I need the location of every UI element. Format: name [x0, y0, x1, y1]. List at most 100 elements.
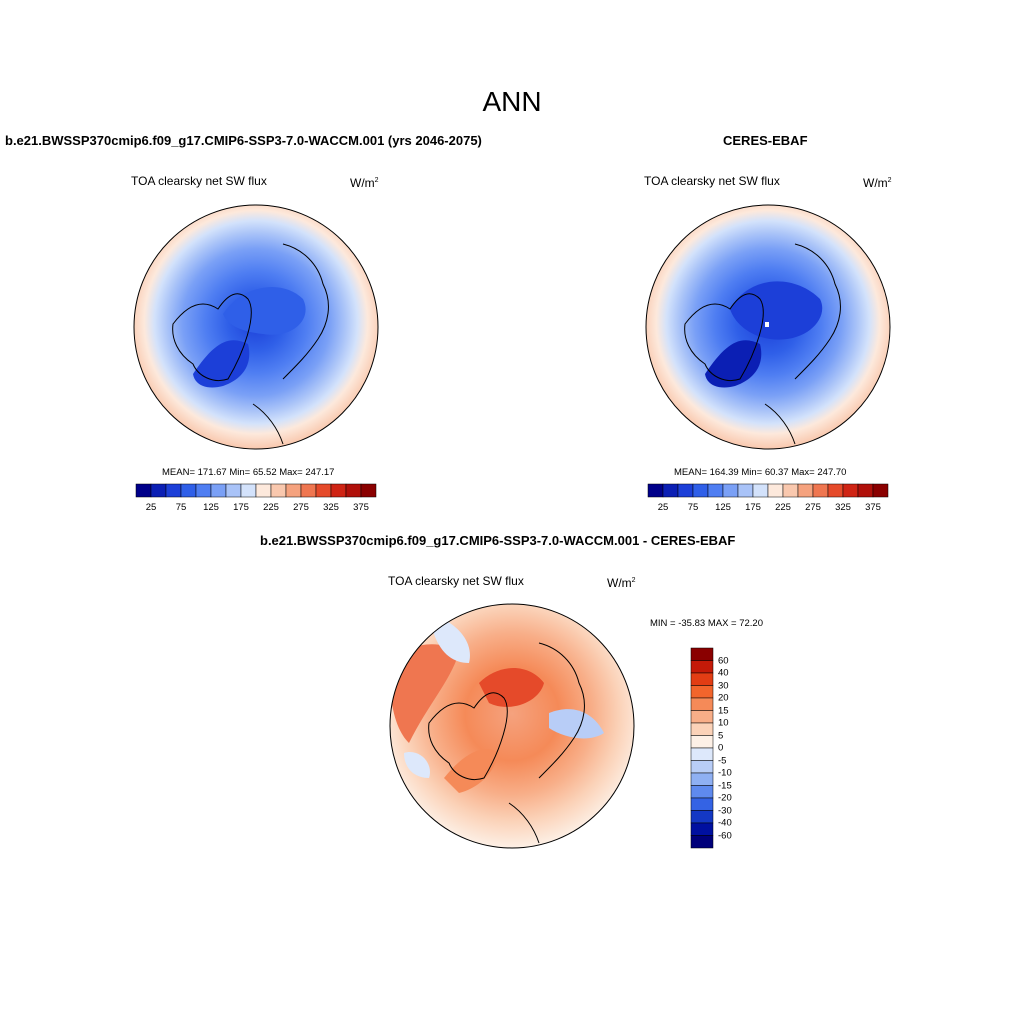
colorbar-swatch: [690, 747, 714, 761]
colorbar-swatch: [690, 685, 714, 699]
colorbar-swatch: [225, 483, 242, 498]
diff-colorbar-labels: 60 40 30 20 15 10 5 0 -5 -10 -15 -20 -30 -40 -60: [718, 648, 758, 848]
colorbar-swatch: [135, 483, 152, 498]
diff-units-label: W/m2: [607, 576, 636, 590]
colorbar-swatch: [240, 483, 257, 498]
colorbar-swatch: [195, 483, 212, 498]
colorbar-swatch: [782, 483, 799, 498]
colorbar-swatch: [827, 483, 844, 498]
colorbar-swatch: [690, 722, 714, 736]
colorbar-level-label: -20: [718, 792, 732, 804]
colorbar-level-label: 20: [718, 692, 729, 704]
colorbar-tick-label: 325: [835, 502, 851, 513]
colorbar-tick-label: 275: [293, 502, 309, 513]
colorbar-swatch: [690, 647, 714, 661]
colorbar-swatch: [165, 483, 182, 498]
colorbar-swatch: [270, 483, 287, 498]
colorbar-swatch: [180, 483, 197, 498]
obs-stats: MEAN= 164.39 Min= 60.37 Max= 247.70: [674, 467, 847, 478]
diff-polar-map: [389, 603, 635, 849]
colorbar-tick-label: 325: [323, 502, 339, 513]
obs-units-label: W/m2: [863, 176, 892, 190]
colorbar-level-label: 60: [718, 655, 729, 666]
colorbar-swatch: [842, 483, 859, 498]
colorbar-swatch: [767, 483, 784, 498]
colorbar-swatch: [737, 483, 754, 498]
model-colorbar: [135, 483, 377, 498]
colorbar-tick-label: 175: [233, 502, 249, 513]
colorbar-level-label: -60: [718, 830, 732, 841]
colorbar-swatch: [690, 735, 714, 749]
colorbar-swatch: [722, 483, 739, 498]
colorbar-tick-label: 375: [865, 502, 881, 513]
colorbar-swatch: [690, 760, 714, 774]
colorbar-tick-label: 275: [805, 502, 821, 513]
colorbar-tick-label: 125: [715, 502, 731, 513]
colorbar-swatch: [690, 772, 714, 786]
colorbar-tick-label: 175: [745, 502, 761, 513]
model-variable-label: TOA clearsky net SW flux: [131, 174, 267, 188]
obs-panel-title: CERES-EBAF: [723, 133, 808, 148]
colorbar-swatch: [690, 810, 714, 824]
diff-stats: MIN = -35.83 MAX = 72.20: [650, 618, 764, 629]
model-stats: MEAN= 171.67 Min= 65.52 Max= 247.17: [162, 467, 335, 478]
colorbar-tick-label: 225: [775, 502, 791, 513]
colorbar-swatch: [662, 483, 679, 498]
colorbar-swatch: [300, 483, 317, 498]
colorbar-swatch: [255, 483, 272, 498]
colorbar-swatch: [752, 483, 769, 498]
colorbar-swatch: [692, 483, 709, 498]
colorbar-swatch: [360, 483, 377, 498]
colorbar-swatch: [690, 797, 714, 811]
colorbar-swatch: [690, 660, 714, 674]
colorbar-level-label: -30: [718, 805, 732, 816]
colorbar-tick-label: 225: [263, 502, 279, 513]
colorbar-tick-label: 125: [203, 502, 219, 513]
colorbar-swatch: [872, 483, 889, 498]
colorbar-level-label: 40: [718, 667, 729, 679]
colorbar-level-label: 30: [718, 680, 729, 691]
colorbar-tick-label: 25: [145, 502, 157, 513]
colorbar-swatch: [690, 697, 714, 711]
diff-variable-label: TOA clearsky net SW flux: [388, 574, 524, 588]
obs-variable-label: TOA clearsky net SW flux: [644, 174, 780, 188]
model-colorbar-ticks: 25 75 125 175 225 275 325 375: [136, 502, 376, 516]
colorbar-tick-label: 25: [657, 502, 669, 513]
colorbar-swatch: [345, 483, 362, 498]
colorbar-swatch: [315, 483, 332, 498]
colorbar-swatch: [690, 710, 714, 724]
diff-colorbar: [690, 647, 714, 849]
colorbar-swatch: [857, 483, 874, 498]
model-units-label: W/m2: [350, 176, 379, 190]
colorbar-level-label: 15: [718, 705, 729, 716]
colorbar-swatch: [690, 785, 714, 799]
obs-colorbar: [647, 483, 889, 498]
colorbar-swatch: [707, 483, 724, 498]
obs-polar-map: [645, 204, 891, 450]
colorbar-level-label: 10: [718, 717, 729, 729]
obs-colorbar-ticks: 25 75 125 175 225 275 325 375: [648, 502, 888, 516]
colorbar-level-label: 0: [718, 742, 724, 754]
colorbar-swatch: [330, 483, 347, 498]
colorbar-swatch: [150, 483, 167, 498]
model-panel-title: b.e21.BWSSP370cmip6.f09_g17.CMIP6-SSP3-7…: [5, 133, 482, 148]
colorbar-tick-label: 75: [687, 502, 699, 513]
colorbar-level-label: 5: [718, 730, 724, 741]
colorbar-swatch: [812, 483, 829, 498]
model-polar-map: [133, 204, 379, 450]
colorbar-level-label: -40: [718, 817, 732, 829]
colorbar-swatch: [690, 822, 714, 836]
colorbar-swatch: [690, 672, 714, 686]
diff-panel-title: b.e21.BWSSP370cmip6.f09_g17.CMIP6-SSP3-7…: [260, 533, 736, 548]
colorbar-swatch: [797, 483, 814, 498]
greenland-shape: [193, 340, 250, 388]
figure-title: ANN: [482, 86, 542, 117]
colorbar-swatch: [647, 483, 664, 498]
colorbar-swatch: [210, 483, 227, 498]
colorbar-tick-label: 375: [353, 502, 369, 513]
colorbar-swatch: [690, 835, 714, 849]
colorbar-swatch: [677, 483, 694, 498]
colorbar-tick-label: 75: [175, 502, 187, 513]
colorbar-level-label: -5: [718, 755, 727, 766]
colorbar-level-label: -15: [718, 780, 732, 791]
